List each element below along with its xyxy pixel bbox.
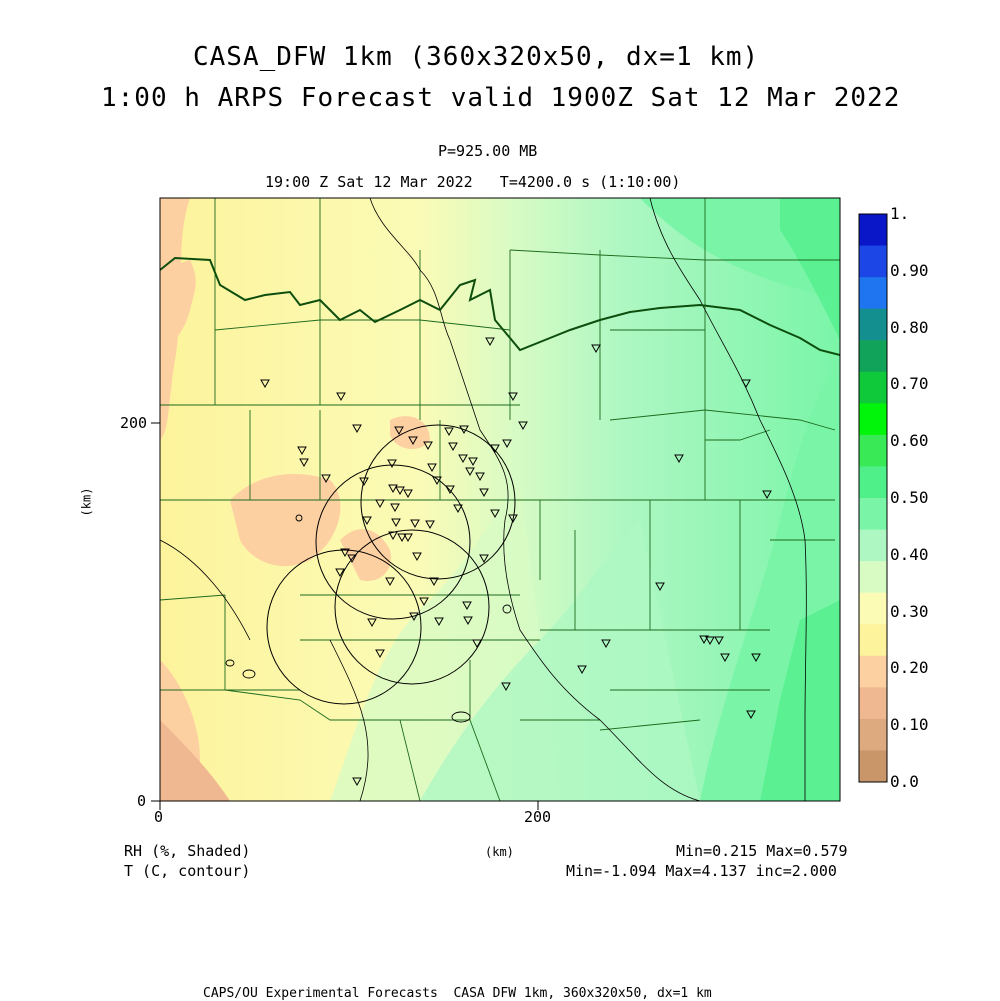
colorbar-swatch xyxy=(859,561,887,594)
axis-ticks xyxy=(151,422,539,810)
small-contours xyxy=(225,514,512,723)
valid-time: 19:00 Z Sat 12 Mar 2022 T=4200.0 s (1:10… xyxy=(265,173,681,191)
colorbar-swatch xyxy=(859,371,887,404)
colorbar-label: 0.60 xyxy=(890,431,929,451)
colorbar-swatch xyxy=(859,718,887,751)
y-tick-0: 0 xyxy=(137,792,147,810)
y-tick-200: 200 xyxy=(120,414,148,432)
title-line-1: CASA_DFW 1km (360x320x50, dx=1 km) xyxy=(193,42,760,72)
colorbar-label: 0.50 xyxy=(890,488,929,507)
x-tick-0: 0 xyxy=(154,808,164,826)
legend-contour: T (C, contour) xyxy=(124,862,251,880)
colorbar-swatch xyxy=(859,245,887,278)
colorbar-label: 0.30 xyxy=(890,601,929,621)
colorbar-swatch xyxy=(859,308,887,341)
stats-contour: Min=-1.094 Max=4.137 inc=2.000 xyxy=(566,862,837,880)
colorbar-swatch xyxy=(859,403,887,436)
temperature-contour xyxy=(160,256,840,356)
title-line-2: 1:00 h ARPS Forecast valid 1900Z Sat 12 … xyxy=(101,83,901,113)
colorbar-label: 0.0 xyxy=(890,772,919,791)
colorbar-swatch xyxy=(859,277,887,310)
colorbar-label: 0.20 xyxy=(890,658,929,678)
county-borders xyxy=(160,198,840,801)
colorbar-swatch xyxy=(859,624,887,657)
stats-shaded: Min=0.215 Max=0.579 xyxy=(676,842,848,860)
colorbar-swatch xyxy=(859,592,887,625)
plot-frame xyxy=(159,197,841,802)
colorbar-frame xyxy=(858,213,888,783)
colorbar-swatch xyxy=(859,655,887,688)
colorbar-label: 0.70 xyxy=(890,374,929,394)
colorbar-swatch xyxy=(859,529,887,562)
colorbar-label: 0.40 xyxy=(890,544,929,564)
x-tick-200: 200 xyxy=(524,808,552,826)
colorbar-label: 0.10 xyxy=(890,715,929,735)
station-markers xyxy=(260,337,772,787)
colorbar-swatch xyxy=(859,340,887,373)
x-axis-label: (km) xyxy=(485,845,514,859)
footer: CAPS/OU Experimental Forecasts CASA DFW … xyxy=(203,986,712,1001)
colorbar-swatch xyxy=(859,498,887,531)
legend-shaded: RH (%, Shaded) xyxy=(124,842,251,860)
colorbar-swatch xyxy=(859,434,887,467)
colorbar-swatch xyxy=(859,687,887,720)
rh-shading xyxy=(160,198,840,801)
colorbar-swatch xyxy=(859,750,887,783)
colorbar-label: 0.90 xyxy=(890,260,929,280)
colorbar-swatch xyxy=(859,466,887,499)
colorbar-label: 0.80 xyxy=(890,317,929,337)
colorbar-swatch xyxy=(859,214,887,247)
colorbar-label: 1. xyxy=(890,204,910,223)
pressure-level: P=925.00 MB xyxy=(438,142,538,160)
rivers xyxy=(160,198,807,801)
